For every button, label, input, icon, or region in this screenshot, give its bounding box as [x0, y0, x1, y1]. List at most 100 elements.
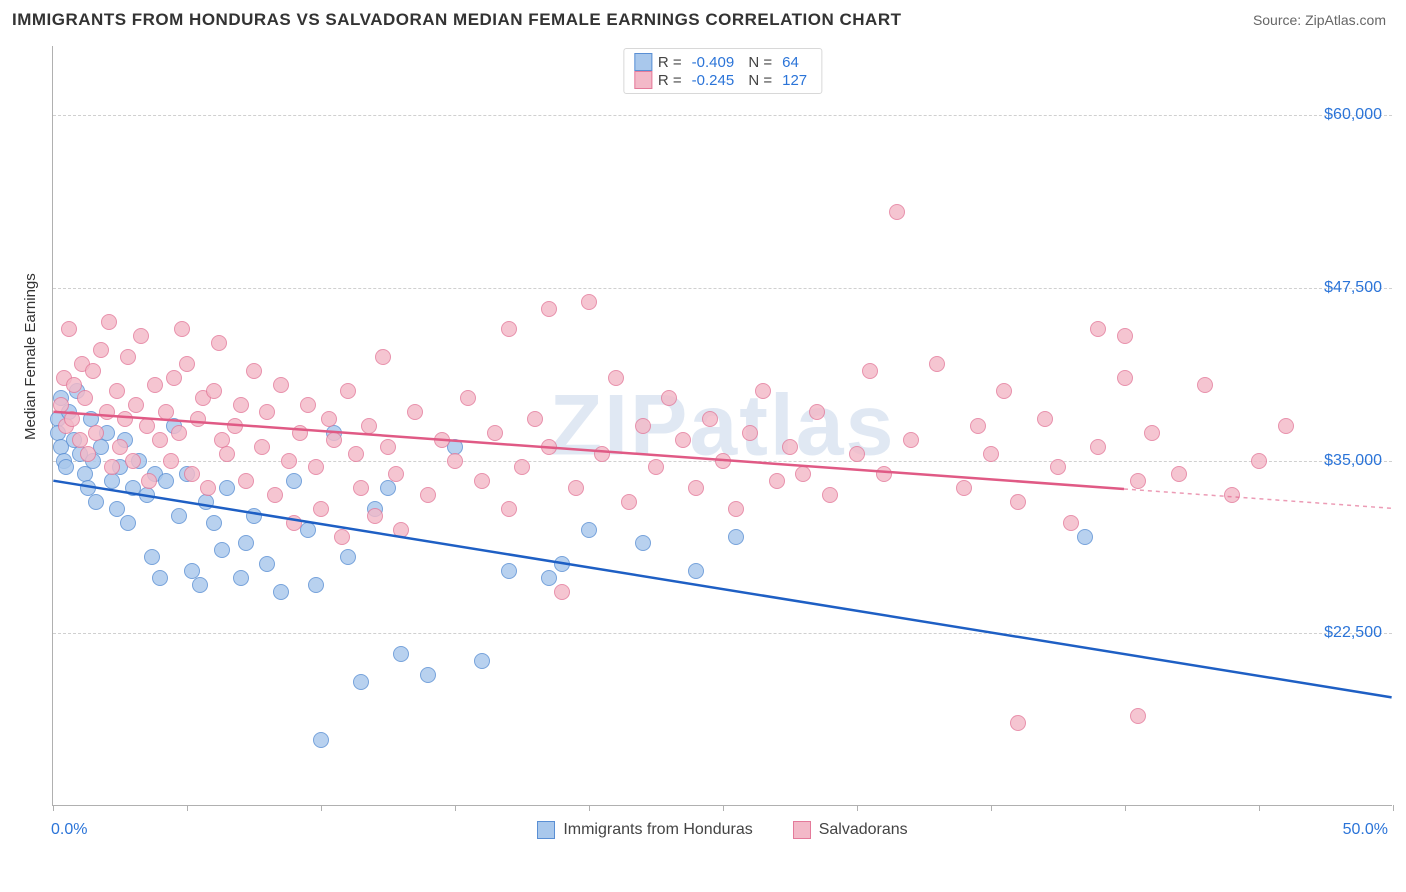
data-point-salvadorans — [158, 404, 174, 420]
data-point-salvadorans — [956, 480, 972, 496]
data-point-salvadorans — [388, 466, 404, 482]
y-axis-title: Median Female Earnings — [22, 273, 39, 440]
data-point-salvadorans — [1278, 418, 1294, 434]
data-point-salvadorans — [822, 487, 838, 503]
data-point-salvadorans — [1117, 328, 1133, 344]
data-point-salvadorans — [104, 459, 120, 475]
data-point-salvadorans — [211, 335, 227, 351]
data-point-honduras — [238, 535, 254, 551]
data-point-salvadorans — [200, 480, 216, 496]
x-tick — [53, 805, 54, 811]
data-point-honduras — [171, 508, 187, 524]
x-tick — [1393, 805, 1394, 811]
data-point-honduras — [393, 646, 409, 662]
data-point-salvadorans — [635, 418, 651, 434]
data-point-honduras — [214, 542, 230, 558]
data-point-salvadorans — [313, 501, 329, 517]
data-point-salvadorans — [568, 480, 584, 496]
data-point-salvadorans — [1251, 453, 1267, 469]
data-point-salvadorans — [141, 473, 157, 489]
data-point-salvadorans — [233, 397, 249, 413]
legend-swatch-salvadorans-icon — [793, 821, 811, 839]
data-point-salvadorans — [1144, 425, 1160, 441]
data-point-salvadorans — [809, 404, 825, 420]
data-point-salvadorans — [190, 411, 206, 427]
x-tick — [723, 805, 724, 811]
data-point-salvadorans — [460, 390, 476, 406]
data-point-salvadorans — [648, 459, 664, 475]
data-point-salvadorans — [184, 466, 200, 482]
data-point-salvadorans — [375, 349, 391, 365]
data-point-honduras — [380, 480, 396, 496]
x-tick — [321, 805, 322, 811]
data-point-salvadorans — [393, 522, 409, 538]
data-point-salvadorans — [281, 453, 297, 469]
data-point-honduras — [635, 535, 651, 551]
data-point-salvadorans — [447, 453, 463, 469]
data-point-salvadorans — [1090, 439, 1106, 455]
data-point-honduras — [246, 508, 262, 524]
legend-r-value-honduras: -0.409 — [688, 54, 739, 71]
data-point-salvadorans — [661, 390, 677, 406]
gridline — [53, 115, 1392, 116]
data-point-salvadorans — [166, 370, 182, 386]
data-point-salvadorans — [273, 377, 289, 393]
data-point-salvadorans — [147, 377, 163, 393]
data-point-salvadorans — [61, 321, 77, 337]
data-point-salvadorans — [688, 480, 704, 496]
legend-r-label: R = — [658, 72, 682, 89]
x-tick — [991, 805, 992, 811]
data-point-salvadorans — [487, 425, 503, 441]
data-point-salvadorans — [621, 494, 637, 510]
data-point-salvadorans — [367, 508, 383, 524]
data-point-salvadorans — [64, 411, 80, 427]
data-point-salvadorans — [334, 529, 350, 545]
data-point-salvadorans — [101, 314, 117, 330]
data-point-salvadorans — [348, 446, 364, 462]
data-point-honduras — [340, 549, 356, 565]
gridline — [53, 633, 1392, 634]
data-point-salvadorans — [88, 425, 104, 441]
data-point-salvadorans — [715, 453, 731, 469]
data-point-salvadorans — [675, 432, 691, 448]
data-point-salvadorans — [782, 439, 798, 455]
data-point-salvadorans — [501, 501, 517, 517]
data-point-salvadorans — [361, 418, 377, 434]
legend-item-honduras: Immigrants from Honduras — [537, 821, 752, 839]
trend-line-dashed-salvadorans — [1124, 489, 1392, 508]
data-point-salvadorans — [286, 515, 302, 531]
data-point-salvadorans — [219, 446, 235, 462]
data-point-salvadorans — [112, 439, 128, 455]
legend-n-value-honduras: 64 — [778, 54, 803, 71]
legend-item-salvadorans: Salvadorans — [793, 821, 908, 839]
data-point-salvadorans — [1130, 708, 1146, 724]
y-tick-label: $47,500 — [1324, 279, 1382, 297]
y-tick-label: $60,000 — [1324, 106, 1382, 124]
data-point-honduras — [501, 563, 517, 579]
legend-r-label: R = — [658, 54, 682, 71]
legend-r-value-salvadorans: -0.245 — [688, 72, 739, 89]
data-point-honduras — [158, 473, 174, 489]
data-point-salvadorans — [527, 411, 543, 427]
y-tick-label: $22,500 — [1324, 624, 1382, 642]
data-point-salvadorans — [541, 439, 557, 455]
data-point-salvadorans — [1171, 466, 1187, 482]
data-point-honduras — [474, 653, 490, 669]
data-point-salvadorans — [66, 377, 82, 393]
data-point-salvadorans — [206, 383, 222, 399]
data-point-salvadorans — [163, 453, 179, 469]
legend-swatch-honduras-icon — [537, 821, 555, 839]
trend-line-salvadorans — [53, 412, 1124, 489]
data-point-honduras — [152, 570, 168, 586]
data-point-salvadorans — [1224, 487, 1240, 503]
data-point-salvadorans — [970, 418, 986, 434]
x-tick — [187, 805, 188, 811]
chart-title: IMMIGRANTS FROM HONDURAS VS SALVADORAN M… — [12, 10, 901, 30]
data-point-honduras — [273, 584, 289, 600]
data-point-salvadorans — [849, 446, 865, 462]
data-point-salvadorans — [174, 321, 190, 337]
data-point-salvadorans — [254, 439, 270, 455]
data-point-salvadorans — [179, 356, 195, 372]
data-point-salvadorans — [117, 411, 133, 427]
legend-n-label: N = — [744, 54, 772, 71]
